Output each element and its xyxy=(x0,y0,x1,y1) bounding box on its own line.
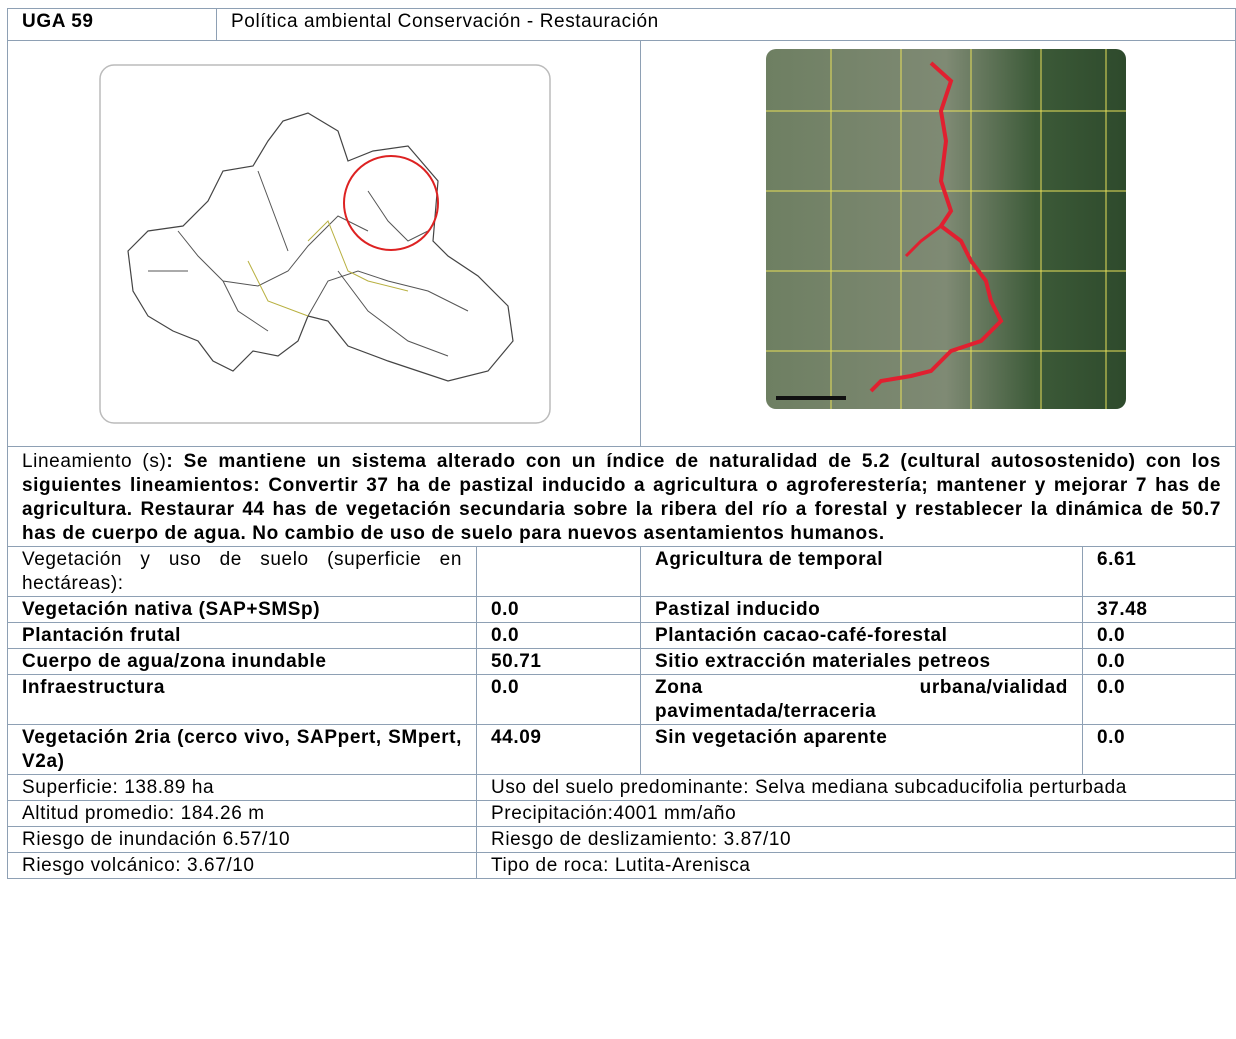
value: 37.48 xyxy=(1081,596,1236,623)
class-label: Plantación cacao-café-forestal xyxy=(640,622,1083,649)
land-use-heading: Vegetación y uso de suelo (superficie en… xyxy=(7,546,477,597)
value: 0.0 xyxy=(476,596,641,623)
land-use-row: Cuerpo de agua/zona inundable 50.71 Sitio … xyxy=(7,648,1236,675)
land-use-rows: Vegetación nativa (SAP+SMSp) 0.0 Pastizal … xyxy=(7,596,1236,775)
info-cell: Riesgo de deslizamiento: 3.87/10 xyxy=(475,826,1236,853)
value: 0.0 xyxy=(476,674,641,725)
value: 44.09 xyxy=(476,724,641,775)
class-label: Plantación frutal xyxy=(7,622,477,649)
land-use-row: Infraestructura 0.0 Zona urbana/vialidad p… xyxy=(7,674,1236,725)
value: 0.0 xyxy=(1081,622,1236,649)
class-label: Sitio extracción materiales petreos xyxy=(640,648,1083,675)
info-row: Superficie: 138.89 ha Uso del suelo predo… xyxy=(7,774,1236,801)
class-label: Agricultura de temporal xyxy=(640,546,1083,597)
info-cell: Tipo de roca: Lutita-Arenisca xyxy=(475,852,1236,879)
info-cell: Precipitación:4001 mm/año xyxy=(475,800,1236,827)
site-info: Superficie: 138.89 ha Uso del suelo predo… xyxy=(7,774,1236,879)
value: 50.71 xyxy=(476,648,641,675)
satellite-cell xyxy=(639,40,1236,447)
value: 6.61 xyxy=(1081,546,1236,597)
class-label: Pastizal inducido xyxy=(640,596,1083,623)
class-label: Zona urbana/vialidad pavimentada/terrace… xyxy=(640,674,1083,725)
guideline: Lineamiento (s): Se mantiene un sistema … xyxy=(6,446,1236,547)
guideline-text: : Se mantiene un sistema alterado con un… xyxy=(22,451,1222,544)
class-label: Vegetación 2ria (cerco vivo, SAPpert, SM… xyxy=(7,724,477,775)
value: 0.0 xyxy=(476,622,641,649)
location-map-cell xyxy=(7,40,641,447)
class-label: Infraestructura xyxy=(7,674,477,725)
value: 0.0 xyxy=(1081,674,1236,725)
info-row: Riesgo volcánico: 3.67/10 Tipo de roca: L… xyxy=(7,852,1236,879)
info-cell: Altitud promedio: 184.26 m xyxy=(7,800,477,827)
satellite-image xyxy=(766,49,1126,409)
info-cell: Riesgo volcánico: 3.67/10 xyxy=(7,852,477,879)
info-row: Riesgo de inundación 6.57/10 Riesgo de de… xyxy=(7,826,1236,853)
location-map xyxy=(99,64,551,424)
info-cell: Uso del suelo predominante: Selva median… xyxy=(475,774,1236,801)
uga-code: UGA 59 xyxy=(7,8,217,41)
land-use-row: Plantación frutal 0.0 Plantación cacao-caf… xyxy=(7,622,1236,649)
uga-sheet: UGA 59 Política ambiental Conservación -… xyxy=(6,8,1236,879)
info-row: Altitud promedio: 184.26 m Precipitación:… xyxy=(7,800,1236,827)
info-cell: Riesgo de inundación 6.57/10 xyxy=(7,826,477,853)
class-label: Cuerpo de agua/zona inundable xyxy=(7,648,477,675)
guideline-label: Lineamiento (s) xyxy=(22,451,167,472)
class-label: Vegetación nativa (SAP+SMSp) xyxy=(7,596,477,623)
value xyxy=(476,546,641,597)
policy: Política ambiental Conservación - Restau… xyxy=(215,8,1236,41)
value: 0.0 xyxy=(1081,724,1236,775)
class-label: Sin vegetación aparente xyxy=(640,724,1083,775)
land-use-row: Vegetación 2ria (cerco vivo, SAPpert, SM… xyxy=(7,724,1236,775)
value: 0.0 xyxy=(1081,648,1236,675)
land-use-row: Vegetación nativa (SAP+SMSp) 0.0 Pastizal … xyxy=(7,596,1236,623)
info-cell: Superficie: 138.89 ha xyxy=(7,774,477,801)
